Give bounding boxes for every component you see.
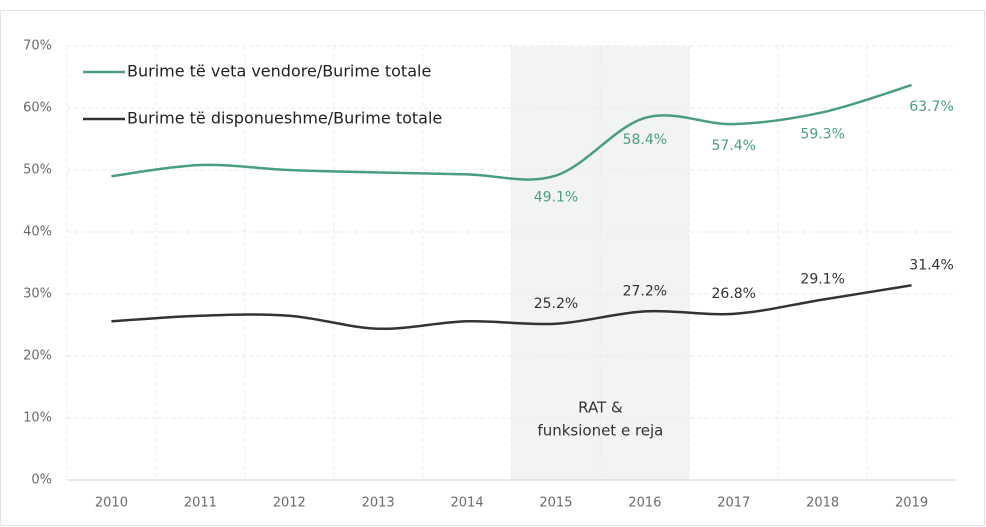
value-label: 63.7% [909, 99, 953, 115]
value-label: 27.2% [623, 283, 667, 299]
y-tick-label: 10% [23, 411, 52, 426]
x-tick-label: 2014 [451, 496, 484, 511]
x-tick-label: 2018 [806, 496, 839, 511]
annotation: RAT & [578, 399, 623, 417]
value-label: 31.4% [909, 257, 953, 273]
x-tick-label: 2015 [539, 496, 572, 511]
value-label: 29.1% [800, 272, 844, 288]
x-tick-label: 2013 [362, 496, 395, 511]
y-tick-label: 60% [23, 101, 52, 116]
value-label: 49.1% [534, 190, 578, 206]
x-tick-label: 2019 [895, 496, 928, 511]
legend-label: Burime të disponueshme/Burime totale [127, 109, 442, 128]
x-tick-label: 2011 [184, 496, 217, 511]
annotation: funksionet e reja [537, 422, 663, 440]
x-tick-label: 2017 [717, 496, 750, 511]
y-tick-label: 50% [23, 163, 52, 178]
frame [0, 10, 985, 526]
y-tick-label: 30% [23, 287, 52, 302]
x-tick-label: 2016 [628, 496, 661, 511]
value-label: 59.3% [800, 126, 844, 142]
value-label: 26.8% [712, 286, 756, 302]
value-label: 58.4% [623, 132, 667, 148]
y-tick-label: 20% [23, 349, 52, 364]
x-tick-label: 2010 [95, 496, 128, 511]
value-label: 25.2% [534, 296, 578, 312]
y-tick-label: 70% [23, 39, 52, 54]
series-line [111, 284, 912, 331]
series-line [111, 83, 912, 181]
legend-label: Burime të veta vendore/Burime totale [127, 62, 431, 81]
value-label: 57.4% [712, 138, 756, 154]
y-tick-label: 40% [23, 225, 52, 240]
x-tick-label: 2012 [273, 496, 306, 511]
y-tick-label: 0% [31, 473, 52, 488]
